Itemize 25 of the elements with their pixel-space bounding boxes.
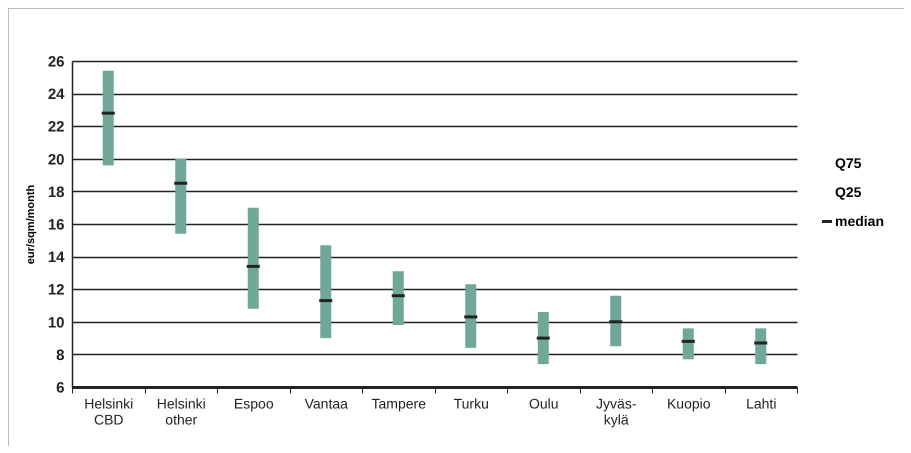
y-tick-label: 24 xyxy=(48,86,66,104)
text: median xyxy=(835,212,884,231)
x-tick-label: Helsinki CBD xyxy=(84,396,134,428)
y-tick-label: 8 xyxy=(56,346,64,364)
x-tick-label: Vantaa xyxy=(304,396,348,412)
y-tick-label: 22 xyxy=(48,118,64,136)
x-tick-label: Kuopio xyxy=(666,396,711,412)
y-tick-label: 10 xyxy=(48,314,64,332)
y-tick-label: 12 xyxy=(48,282,64,299)
y-tick-label: 6 xyxy=(56,380,64,396)
y-tick-label: 26 xyxy=(48,54,64,70)
y-tick-label: 18 xyxy=(48,184,64,201)
y-tick-label: 20 xyxy=(48,151,64,168)
x-tick-label: Tampere xyxy=(372,396,426,412)
x-tick-label: Oulu xyxy=(528,396,559,412)
y-tick-label: 14 xyxy=(48,249,66,266)
y-axis-title: eur/sqm/month xyxy=(24,184,37,264)
x-tick-label: Helsinki other xyxy=(156,396,206,428)
x-tick-label: Espoo xyxy=(234,396,274,412)
y-tick-label: 16 xyxy=(48,216,64,234)
x-tick-label: Turku xyxy=(454,396,489,412)
x-tick-label: Jyväs-kylä xyxy=(596,396,637,428)
text: Q25 xyxy=(835,183,862,202)
x-tick-label: Lahti xyxy=(746,396,776,412)
text: Q75 xyxy=(835,154,862,173)
